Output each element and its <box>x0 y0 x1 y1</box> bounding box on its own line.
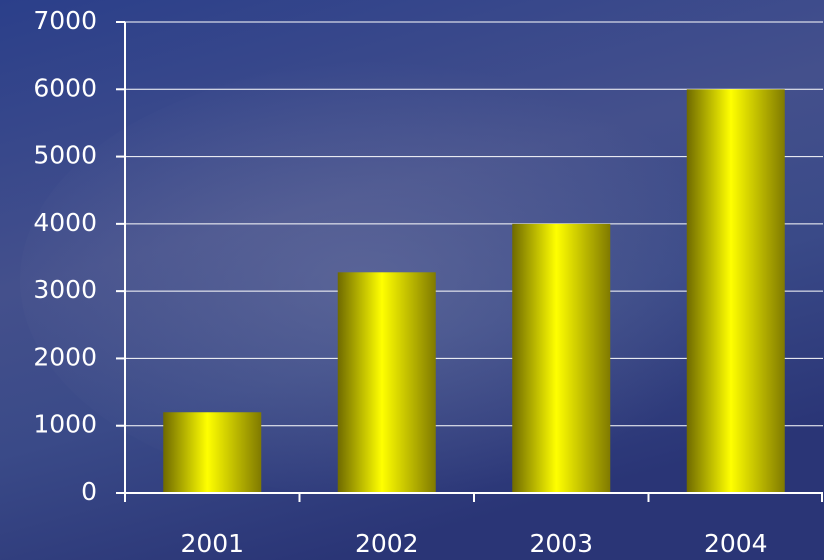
bar <box>337 272 436 493</box>
x-tick-label: 2001 <box>180 529 244 558</box>
y-tick-label: 1000 <box>33 410 97 439</box>
y-tick-label: 4000 <box>33 208 97 237</box>
y-tick-label: 2000 <box>33 342 97 371</box>
bar <box>686 89 785 494</box>
x-tick-label: 2002 <box>355 529 419 558</box>
x-tick-label: 2003 <box>529 529 593 558</box>
y-tick-label: 7000 <box>33 6 97 35</box>
y-tick-label: 0 <box>81 477 97 506</box>
y-tick-label: 6000 <box>33 73 97 102</box>
y-tick-label: 3000 <box>33 275 97 304</box>
x-tick-label: 2004 <box>704 529 768 558</box>
bar <box>512 223 611 493</box>
y-tick-label: 5000 <box>33 141 97 170</box>
bar <box>163 412 262 493</box>
